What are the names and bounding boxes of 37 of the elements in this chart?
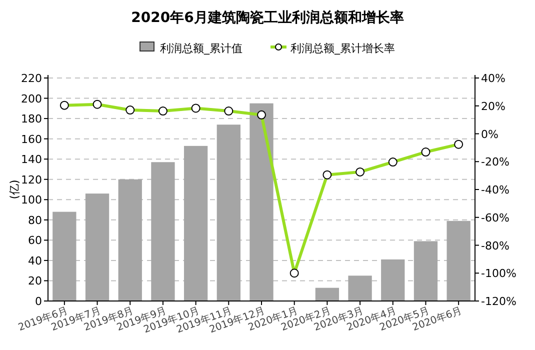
y-tick-label: 80 xyxy=(28,214,42,227)
y-tick-label: 220 xyxy=(21,72,42,85)
y-tick-label: 60 xyxy=(28,234,42,248)
y-tick-label: 160 xyxy=(21,132,42,146)
y2-tick-label: 0% xyxy=(481,128,498,141)
y2-tick-label: -40% xyxy=(481,184,510,196)
bar xyxy=(348,276,372,301)
y2-tick-label: 40% xyxy=(481,72,506,85)
bar xyxy=(52,212,76,301)
y-tick-label: 0 xyxy=(35,295,42,308)
y-tick-label: 180 xyxy=(21,112,42,126)
y-tick-label: 120 xyxy=(21,173,42,186)
bar xyxy=(446,220,470,301)
bar xyxy=(250,103,274,301)
y-axis-title: (亿) xyxy=(8,180,21,200)
bar xyxy=(118,179,142,301)
y-tick-label: 100 xyxy=(21,194,42,207)
y-tick-label: 200 xyxy=(21,92,42,106)
bar xyxy=(216,124,240,301)
bar xyxy=(184,146,208,301)
y2-tick-label: -20% xyxy=(481,156,510,169)
y2-tick-label: -60% xyxy=(481,211,510,224)
y-tick-label: 140 xyxy=(21,153,42,166)
y-tick-label: 20 xyxy=(28,274,42,288)
y2-tick-label: -120% xyxy=(481,295,516,308)
legend-label: 利润总额_累计增长率 xyxy=(290,42,395,55)
bar xyxy=(151,162,175,301)
bar xyxy=(414,241,438,301)
bar xyxy=(315,288,340,301)
bar xyxy=(85,194,110,301)
y2-tick-label: -80% xyxy=(481,239,510,252)
y2-tick-label: -100% xyxy=(481,267,516,280)
y-tick-label: 40 xyxy=(28,254,42,268)
y2-tick-label: 20% xyxy=(481,100,506,113)
bar xyxy=(381,259,405,301)
chart-title: 2020年6月建筑陶瓷工业利润总额和增长率 xyxy=(131,9,404,26)
legend-label: 利润总额_累计值 xyxy=(160,42,242,55)
